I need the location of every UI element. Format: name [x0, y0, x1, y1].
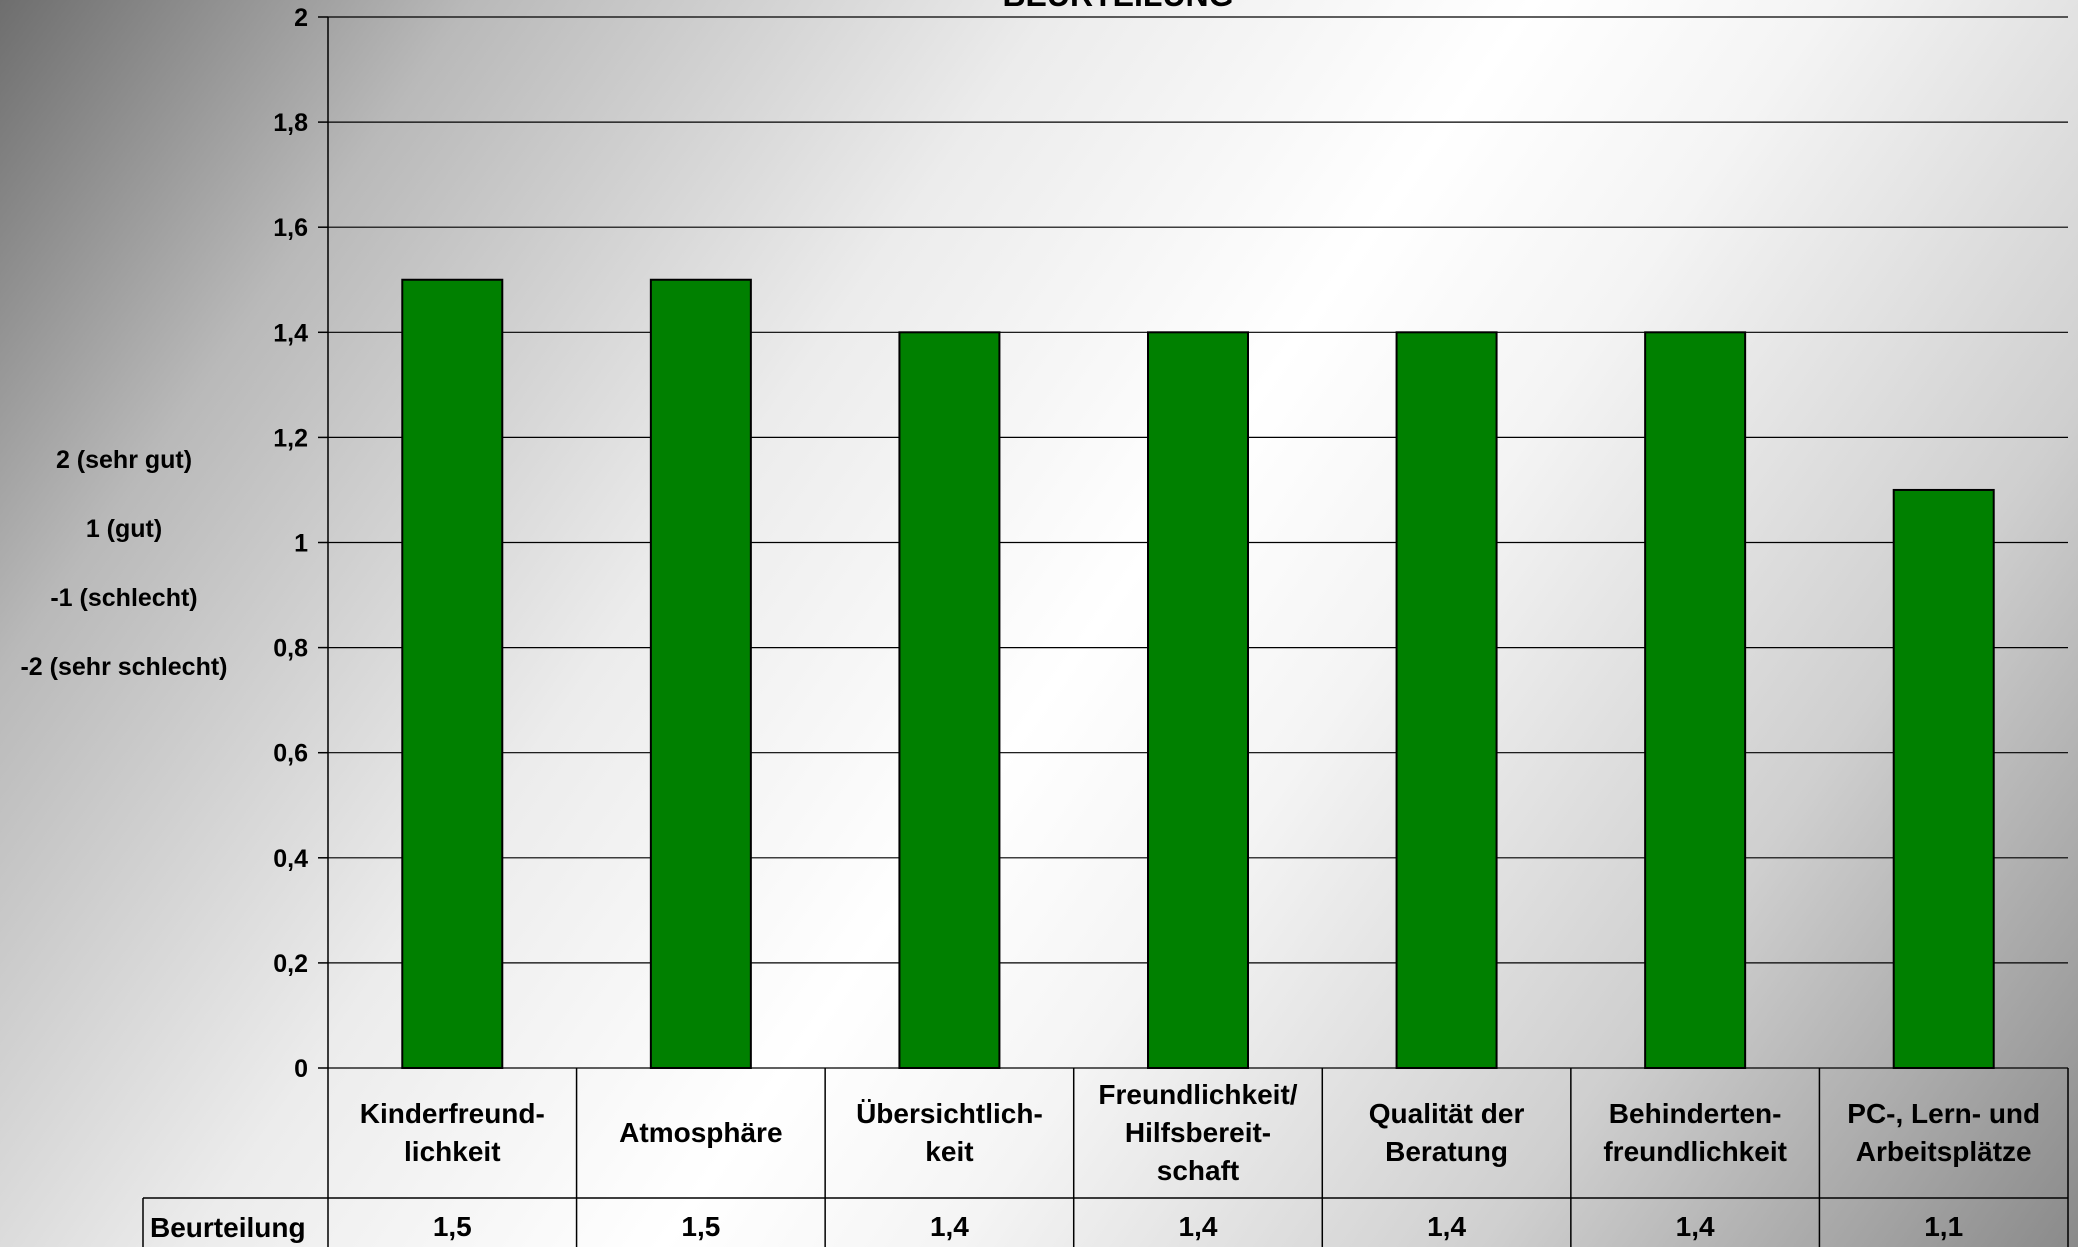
- table-value-cell: 1,4: [1427, 1211, 1466, 1242]
- table-row-label: Beurteilung: [150, 1212, 306, 1243]
- table-value-cell: 1,4: [1179, 1211, 1218, 1242]
- x-category-label: Kinderfreund-lichkeit: [360, 1098, 545, 1167]
- y-tick-label: 0,2: [273, 950, 308, 978]
- y-tick-label: 1,4: [273, 319, 308, 347]
- y-tick-label: 1,2: [273, 424, 308, 452]
- bar: [898, 331, 1001, 1069]
- table-value-cell: 1,4: [1676, 1211, 1715, 1242]
- x-category-label: Freundlichkeit/Hilfsbereit-schaft: [1098, 1079, 1297, 1186]
- bar: [1147, 331, 1249, 1069]
- x-category-label: Atmosphäre: [619, 1117, 782, 1148]
- y-tick-label: 0,6: [273, 740, 308, 768]
- bar: [1395, 331, 1498, 1069]
- chart-title: BEURTEILUNG: [1002, 0, 1233, 13]
- bars: [401, 278, 1995, 1069]
- table-value-cell: 1,4: [930, 1211, 969, 1242]
- y-tick-label: 0,8: [273, 635, 308, 663]
- x-category-label: Behinderten-freundlichkeit: [1603, 1098, 1787, 1167]
- bar: [649, 278, 752, 1069]
- y-tick-label: 1: [294, 530, 308, 558]
- rating-scale-legend: 2 (sehr gut) 1 (gut) -1 (schlecht) -2 (s…: [0, 440, 248, 716]
- legend-scale-item: -2 (sehr schlecht): [20, 653, 228, 681]
- x-category-label: PC-, Lern- und Arbeitsplätze: [1847, 1098, 2040, 1167]
- table-value-cell: 1,5: [433, 1211, 472, 1242]
- y-tick-label: 0: [294, 1055, 308, 1083]
- data-table: Kinderfreund-lichkeit Atmosphäre Übersicht…: [142, 1068, 2069, 1247]
- x-category-label: Qualität der Beratung: [1369, 1098, 1525, 1167]
- legend-scale-item: 2 (sehr gut): [55, 446, 193, 474]
- table-value-cell: 1,5: [681, 1211, 720, 1242]
- bar: [1644, 331, 1747, 1069]
- legend-scale-item: -1 (schlecht): [50, 584, 198, 612]
- y-tick-label: 1,8: [273, 109, 308, 137]
- y-tick-label: 2: [294, 4, 308, 32]
- legend-scale-item: 1 (gut): [85, 515, 163, 543]
- y-tick-label: 0,4: [273, 845, 308, 873]
- bar: [1892, 488, 1995, 1069]
- bar: [401, 278, 504, 1069]
- x-category-label: Übersichtlich-keit: [856, 1098, 1043, 1167]
- y-tick-labels: 0 0,2 0,4 0,6 0,8 1 1,2 1,4 1,6 1,8 2: [273, 4, 308, 1083]
- table-value-cell: 1,1: [1924, 1211, 1963, 1242]
- y-tick-label: 1,6: [273, 214, 308, 242]
